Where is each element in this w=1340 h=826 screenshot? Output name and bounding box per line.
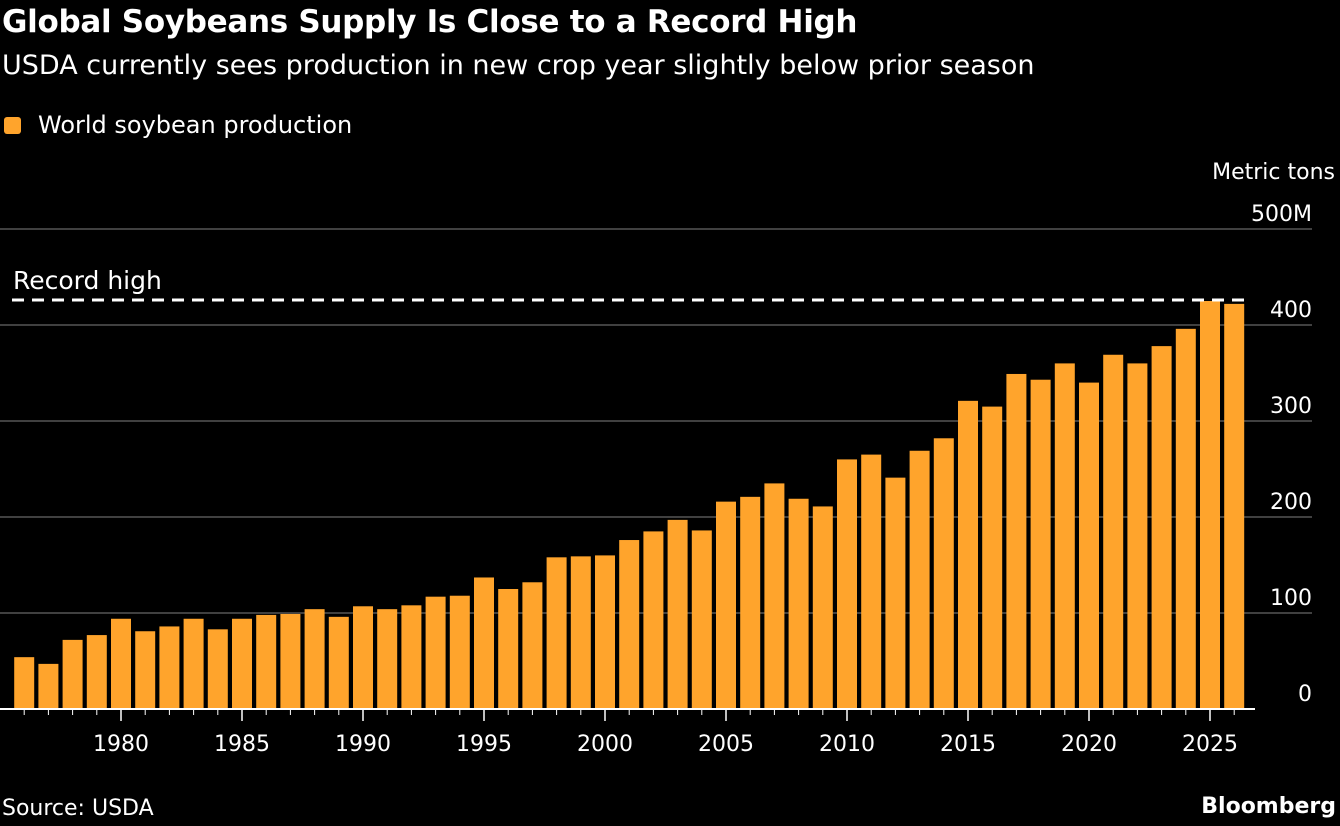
bar-1981 — [135, 631, 156, 709]
bar-2007 — [764, 483, 785, 709]
x-tick-label: 1985 — [214, 732, 270, 757]
bar-2023 — [1151, 346, 1172, 709]
bar-1997 — [522, 582, 543, 709]
bar-2013 — [909, 450, 930, 709]
bar-2014 — [933, 438, 954, 709]
bar-1979 — [86, 635, 107, 709]
bar-1987 — [280, 613, 301, 709]
bar-1983 — [183, 618, 204, 709]
bar-2015 — [958, 400, 978, 709]
y-tick-label: 400 — [1270, 298, 1312, 323]
y-tick-label: 100 — [1270, 586, 1312, 611]
legend-swatch — [4, 116, 21, 134]
bar-2020 — [1079, 382, 1099, 709]
bar-2021 — [1103, 354, 1124, 709]
bar-2004 — [691, 530, 712, 709]
bar-2017 — [1006, 373, 1027, 709]
source-note: Source: USDA — [2, 796, 154, 821]
x-tick-label: 2010 — [819, 732, 875, 757]
legend: World soybean production — [4, 111, 352, 139]
bar-2002 — [643, 531, 664, 709]
bar-1980 — [111, 618, 131, 709]
chart-title: Global Soybeans Supply Is Close to a Rec… — [2, 4, 858, 40]
bar-1993 — [425, 596, 446, 709]
bar-1992 — [401, 605, 422, 709]
bar-2018 — [1030, 379, 1051, 709]
bar-1982 — [159, 626, 180, 709]
bar-1977 — [38, 663, 59, 709]
legend-label: World soybean production — [38, 111, 353, 139]
record-high-label: Record high — [13, 266, 162, 295]
x-tick-label: 2015 — [940, 732, 996, 757]
bar-1985 — [232, 618, 252, 709]
bar-2008 — [788, 498, 809, 709]
bar-1994 — [449, 595, 470, 709]
x-tick-label: 1990 — [335, 732, 391, 757]
x-tick-label: 2005 — [698, 732, 754, 757]
bar-2016 — [982, 406, 1003, 709]
bar-1990 — [353, 606, 373, 709]
x-tick-label: 1980 — [93, 732, 149, 757]
bar-1999 — [570, 556, 591, 709]
y-tick-label: 500M — [1251, 202, 1312, 227]
bar-2006 — [740, 496, 761, 709]
x-tick-label: 2000 — [577, 732, 633, 757]
bar-2009 — [812, 506, 833, 709]
x-tick-label: 2025 — [1182, 732, 1238, 757]
bar-1991 — [377, 609, 398, 709]
bar-1978 — [62, 639, 83, 709]
bar-1976 — [14, 657, 35, 709]
bar-1995 — [474, 577, 494, 709]
bar-2001 — [619, 540, 640, 709]
bar-2026 — [1224, 303, 1245, 709]
bar-1996 — [498, 589, 519, 709]
bar-2019 — [1054, 363, 1075, 709]
bar-2010 — [837, 459, 857, 709]
bar-2012 — [885, 477, 906, 709]
bloomberg-logo: Bloomberg — [1201, 794, 1336, 819]
bar-2022 — [1127, 363, 1148, 709]
bar-1984 — [207, 629, 228, 709]
bar-2003 — [667, 519, 688, 709]
y-tick-label: 0 — [1298, 682, 1312, 707]
bar-2000 — [595, 555, 615, 709]
bar-1998 — [546, 557, 567, 709]
y-tick-label: 200 — [1270, 490, 1312, 515]
x-tick-label: 2020 — [1061, 732, 1117, 757]
bar-2024 — [1175, 328, 1196, 709]
x-tick-label: 1995 — [456, 732, 512, 757]
chart-subtitle: USDA currently sees production in new cr… — [2, 50, 1035, 81]
bar-2025 — [1200, 301, 1220, 709]
y-tick-label: 300 — [1270, 394, 1312, 419]
bar-1986 — [256, 614, 277, 709]
bar-2011 — [861, 454, 882, 709]
bar-1989 — [328, 616, 349, 709]
y-axis-unit: Metric tons — [1212, 160, 1335, 185]
bar-1988 — [304, 609, 325, 709]
bar-2005 — [716, 501, 736, 709]
